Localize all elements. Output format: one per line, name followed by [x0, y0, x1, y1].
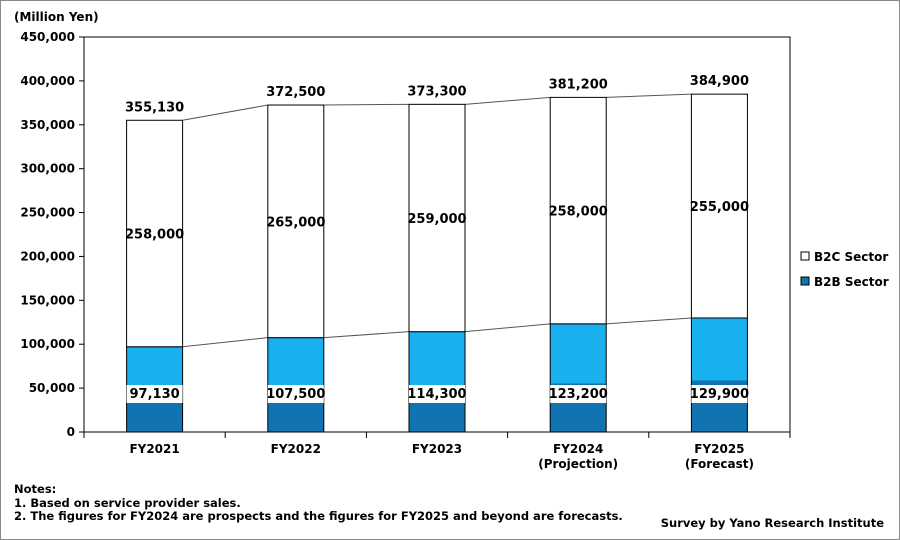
- b2b-value-label: 129,900: [690, 387, 749, 402]
- bar-b2b: [549, 323, 607, 433]
- x-category-label: FY2025: [694, 442, 744, 456]
- total-connector-line: [464, 96, 551, 105]
- y-tick-label: 250,000: [20, 206, 75, 220]
- legend-swatch-b2c: [800, 251, 810, 261]
- b2c-value-label: 259,000: [407, 212, 466, 227]
- b2b-label-bg: [550, 385, 607, 403]
- b2b-label-bg: [267, 385, 324, 403]
- y-tick-label: 200,000: [20, 249, 75, 263]
- x-category-label: FY2021: [129, 442, 179, 456]
- b2b-value-label: 114,300: [407, 387, 466, 402]
- b2b-connector-line: [323, 331, 410, 339]
- bar-b2c: [549, 96, 607, 325]
- legend-swatch-b2b: [800, 276, 810, 286]
- b2b-connector-line: [606, 317, 692, 325]
- bar-b2c: [690, 93, 748, 319]
- y-tick-label: 450,000: [20, 30, 75, 44]
- total-value-label: 381,200: [549, 77, 608, 92]
- y-tick-label: 100,000: [20, 337, 75, 351]
- y-tick-label: 300,000: [20, 162, 75, 176]
- notes-block: Notes: 1. Based on service provider sale…: [14, 482, 623, 524]
- total-value-label: 355,130: [125, 100, 184, 115]
- b2b-label-bg: [691, 385, 748, 403]
- b2c-value-label: 255,000: [690, 200, 749, 215]
- b2b-connector-line: [464, 323, 551, 333]
- total-value-label: 384,900: [690, 74, 749, 89]
- b2b-value-label: 107,500: [266, 387, 325, 402]
- legend-label-b2c: B2C Sector: [814, 250, 888, 264]
- x-category-label: FY2023: [412, 442, 462, 456]
- b2b-label-bg: [409, 385, 465, 403]
- source-credit: Survey by Yano Research Institute: [660, 516, 884, 530]
- bar-b2c: [126, 119, 184, 348]
- b2b-connector-line: [182, 337, 268, 348]
- b2c-value-label: 265,000: [266, 215, 325, 230]
- x-category-label: (Forecast): [685, 457, 754, 471]
- bar-b2c: [408, 103, 466, 333]
- y-tick-label: 400,000: [20, 74, 75, 88]
- bar-b2b: [408, 331, 466, 433]
- note-line: 2. The figures for FY2024 are prospects …: [14, 509, 623, 523]
- total-connector-line: [606, 93, 692, 98]
- x-category-label: FY2024: [553, 442, 603, 456]
- bar-b2c: [267, 104, 325, 339]
- total-connector-line: [182, 104, 268, 121]
- b2c-value-label: 258,000: [125, 228, 184, 243]
- x-category-label: FY2022: [271, 442, 321, 456]
- bar-b2b: [690, 317, 748, 433]
- b2b-label-bg: [126, 385, 183, 403]
- legend-label-b2b: B2B Sector: [814, 275, 889, 289]
- total-connector-line: [323, 103, 410, 106]
- note-line: 1. Based on service provider sales.: [14, 495, 241, 510]
- x-category-label: (Projection): [538, 457, 618, 471]
- y-tick-label: 0: [67, 425, 75, 439]
- bar-b2b: [267, 337, 325, 433]
- total-value-label: 373,300: [407, 84, 466, 99]
- b2b-value-label: 97,130: [130, 387, 180, 402]
- y-tick-label: 350,000: [20, 118, 75, 132]
- y-tick-label: 50,000: [29, 381, 75, 395]
- notes-heading: Notes:: [14, 482, 57, 496]
- y-axis-unit: (Million Yen): [14, 10, 99, 24]
- total-value-label: 372,500: [266, 85, 325, 100]
- b2b-value-label: 123,200: [549, 387, 608, 402]
- y-tick-label: 150,000: [20, 293, 75, 307]
- b2c-value-label: 258,000: [549, 205, 608, 220]
